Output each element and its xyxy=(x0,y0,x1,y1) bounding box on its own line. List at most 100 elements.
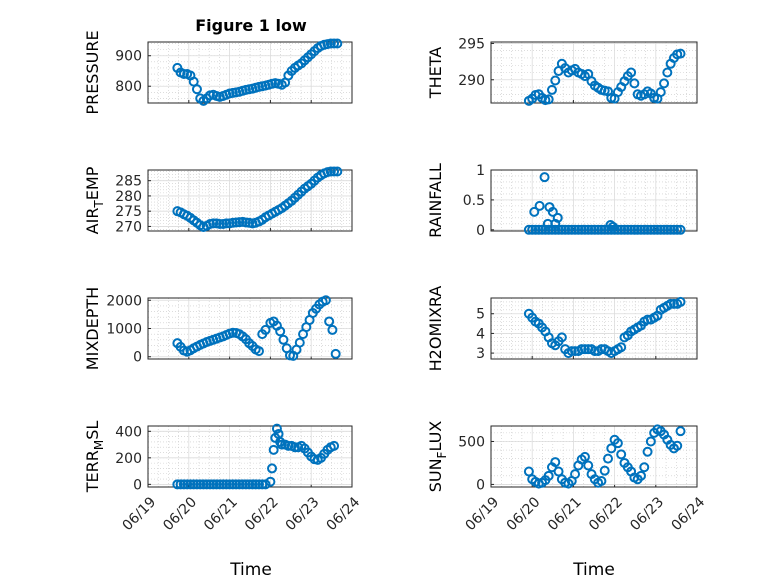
data-point xyxy=(655,224,666,235)
data-point xyxy=(178,479,189,490)
data-point xyxy=(576,224,587,235)
data-point xyxy=(596,475,607,486)
x-tick-label: 06/24 xyxy=(323,494,363,534)
data-point xyxy=(234,479,245,490)
x-tick-label: 06/19 xyxy=(119,494,159,534)
data-point xyxy=(327,324,338,335)
data-point xyxy=(570,469,581,480)
data-point xyxy=(253,479,264,490)
plot-border xyxy=(490,425,698,488)
data-point xyxy=(556,224,567,235)
x-tick-label: 06/19 xyxy=(462,494,502,534)
data-point xyxy=(208,218,219,229)
data-point xyxy=(579,451,590,462)
data-point xyxy=(542,218,553,229)
data-point xyxy=(324,316,335,327)
data-point xyxy=(237,479,248,490)
data-point xyxy=(659,224,670,235)
data-point xyxy=(616,342,627,353)
data-point xyxy=(534,200,545,211)
data-point xyxy=(325,166,336,177)
data-point xyxy=(547,206,558,217)
data-point xyxy=(231,479,242,490)
x-tick-label: 06/21 xyxy=(545,494,585,534)
data-point xyxy=(540,224,551,235)
data-point xyxy=(662,67,673,78)
y-axis-label: THETA xyxy=(426,47,445,99)
plot-border xyxy=(147,297,353,360)
data-point xyxy=(543,470,554,481)
data-point xyxy=(221,218,232,229)
data-point xyxy=(566,346,577,357)
y-tick-label: 0 xyxy=(133,350,142,366)
data-point xyxy=(182,479,193,490)
y-tick-label: 0 xyxy=(476,223,485,239)
data-point xyxy=(539,172,550,183)
data-point xyxy=(550,457,561,468)
data-point xyxy=(649,224,660,235)
y-axis-label: MIXDEPTH xyxy=(83,287,102,370)
data-point xyxy=(195,479,206,490)
data-point xyxy=(178,69,189,80)
data-point xyxy=(579,344,590,355)
data-point xyxy=(523,224,534,235)
y-tick-label: 290 xyxy=(458,73,485,89)
data-point xyxy=(530,224,541,235)
data-point xyxy=(563,224,574,235)
data-point xyxy=(227,479,238,490)
y-tick-label: 800 xyxy=(115,79,142,95)
data-point xyxy=(214,218,225,229)
data-series xyxy=(523,424,686,489)
x-axis-label-left: Time xyxy=(229,560,272,580)
data-point xyxy=(596,224,607,235)
y-tick-label: 1 xyxy=(476,163,485,179)
data-point xyxy=(218,479,229,490)
data-point xyxy=(240,479,251,490)
data-point xyxy=(639,462,650,473)
data-point xyxy=(573,224,584,235)
data-point xyxy=(214,479,225,490)
data-point xyxy=(616,449,627,460)
data-point xyxy=(606,443,617,454)
data-series xyxy=(172,295,341,361)
plot-border xyxy=(147,169,353,232)
y-tick-label: 285 xyxy=(115,174,142,190)
x-tick-label: 06/22 xyxy=(586,494,626,534)
data-point xyxy=(543,224,554,235)
data-point xyxy=(607,221,618,232)
y-tick-label: 280 xyxy=(115,189,142,205)
subplot-7: 0 200 400 TERRMSL 06/19 06/20 06/21 06/22 06/23 0… xyxy=(83,421,363,534)
data-series xyxy=(523,296,686,359)
data-point xyxy=(603,453,614,464)
y-axis-label: RAINFALL xyxy=(426,163,445,238)
data-point xyxy=(191,84,202,95)
data-point xyxy=(593,224,604,235)
data-point xyxy=(629,78,640,89)
data-point xyxy=(550,224,561,235)
data-point xyxy=(665,298,676,309)
data-point xyxy=(560,224,571,235)
data-point xyxy=(330,348,341,359)
y-tick-label: 400 xyxy=(115,424,142,440)
x-tick-label: 06/21 xyxy=(201,494,241,534)
data-point xyxy=(289,442,300,453)
x-tick-label: 06/22 xyxy=(242,494,282,534)
data-point xyxy=(543,94,554,105)
data-point xyxy=(659,78,670,89)
data-point xyxy=(294,337,305,348)
data-point xyxy=(629,224,640,235)
data-point xyxy=(589,224,600,235)
data-point xyxy=(662,224,673,235)
data-point xyxy=(632,224,643,235)
data-point xyxy=(639,224,650,235)
data-point xyxy=(527,224,538,235)
data-point xyxy=(675,426,686,437)
data-point xyxy=(619,224,630,235)
data-point xyxy=(583,224,594,235)
data-point xyxy=(550,75,561,86)
plot-border xyxy=(147,41,353,104)
x-tick-label: 06/23 xyxy=(283,494,323,534)
data-point xyxy=(579,224,590,235)
data-point xyxy=(556,332,567,343)
